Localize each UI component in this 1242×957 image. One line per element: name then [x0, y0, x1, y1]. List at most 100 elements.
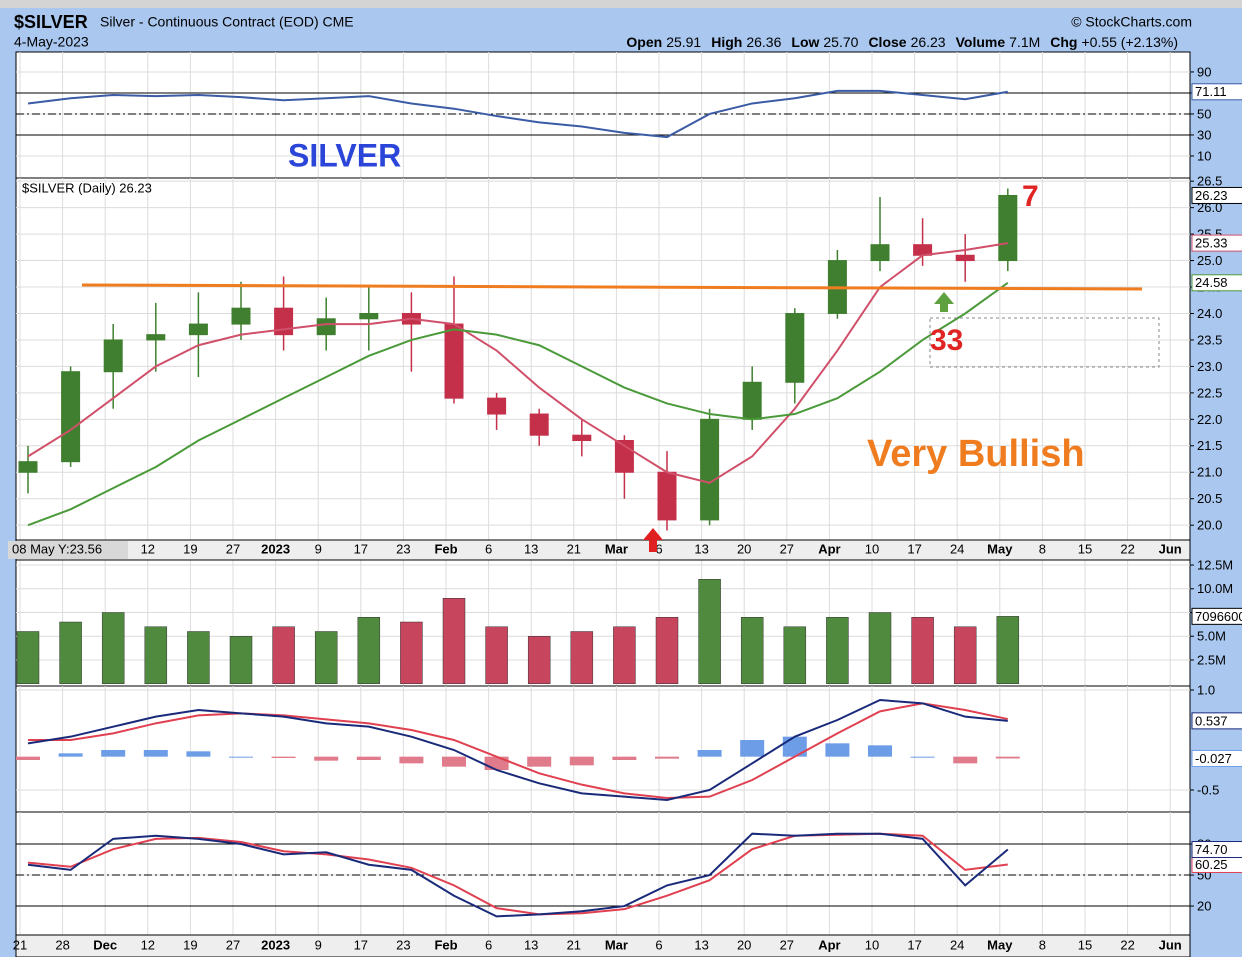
volume-bar	[229, 635, 253, 684]
histogram-bar	[612, 756, 637, 760]
legend-text: $SILVER (Daily) 26.23	[22, 180, 152, 195]
y-tick-label: 20	[1197, 898, 1211, 913]
histogram-bar	[569, 756, 594, 766]
x-tick-label: 21	[13, 937, 27, 952]
last-value-box	[1191, 841, 1242, 859]
target-box	[929, 317, 1160, 368]
x-tick-label: 19	[183, 937, 197, 952]
x-tick-label: 6	[485, 541, 492, 556]
marks	[27, 89, 1008, 139]
y-tick-label: 26.5	[1197, 174, 1222, 189]
x-tick-label: Jun	[1159, 937, 1182, 952]
quote-date: 4-May-2023	[14, 34, 89, 50]
volume-bar	[187, 631, 210, 684]
x-tick-label: 9	[315, 541, 322, 556]
x-tick-label: Jun	[1159, 541, 1182, 556]
x-tick-label: 12	[141, 541, 155, 556]
quote-label: High	[711, 34, 742, 50]
x-tick-label: Feb	[434, 937, 457, 952]
volume-bar	[868, 612, 892, 684]
panel-frame	[15, 51, 1191, 179]
x-tick-label: 12	[141, 937, 155, 952]
candle-body	[316, 318, 336, 336]
histogram-bar	[740, 740, 765, 757]
y-tick-label: 21.5	[1197, 438, 1222, 453]
support-line	[81, 283, 1143, 291]
last-value-box	[1191, 83, 1242, 101]
last-value-label: 25.33	[1195, 236, 1228, 251]
y-tick-label: 21.0	[1197, 465, 1222, 480]
volume-bar	[570, 631, 594, 684]
up-arrow	[934, 292, 954, 312]
series-line	[27, 89, 1008, 139]
volume-bar	[357, 617, 381, 684]
last-value-box	[1191, 607, 1242, 625]
last-value-label: 24.58	[1195, 275, 1228, 290]
candle-body	[955, 254, 975, 262]
marks	[16, 579, 1020, 684]
x-tick-label: 6	[655, 937, 662, 952]
y-tick-label: 30	[1197, 127, 1211, 142]
x-tick-label: 28	[55, 937, 69, 952]
x-tick-label: 27	[226, 541, 240, 556]
x-tick-label: 13	[694, 541, 708, 556]
y-tick-label: 10	[1197, 148, 1211, 163]
volume-bar	[826, 617, 849, 684]
panel-frame	[15, 811, 1191, 936]
series-line	[27, 832, 1009, 918]
candle-body	[700, 418, 720, 521]
candle-body	[487, 397, 507, 415]
x-tick-label: 8	[1039, 541, 1046, 556]
series-line	[27, 242, 1008, 484]
last-value-label: 74.70	[1195, 842, 1228, 857]
x-tick-label: 10	[865, 937, 879, 952]
volume-bar	[400, 621, 423, 684]
volume-bar	[59, 621, 82, 684]
quote-value: 26.23	[911, 34, 946, 50]
volume-bar	[953, 626, 977, 684]
panels: 907050301026.526.025.525.024.524.023.523…	[15, 51, 1233, 936]
x-tick-label: 22	[1120, 937, 1134, 952]
series-line	[28, 702, 1009, 800]
volume-bar	[996, 616, 1020, 684]
x-tick-label: 13	[524, 937, 538, 952]
panel-frame	[15, 177, 1191, 541]
quote-value: 25.70	[823, 34, 858, 50]
histogram-bar	[655, 756, 679, 759]
x-tick-label: 15	[1078, 541, 1092, 556]
histogram-bar	[868, 745, 892, 757]
marks	[16, 698, 1020, 802]
quote-label: Volume	[956, 34, 1006, 50]
x-tick-label: 27	[780, 541, 794, 556]
candle-body	[444, 323, 464, 399]
histogram-bar	[314, 756, 339, 761]
histogram-bar	[16, 756, 40, 760]
y-tick-label: 23.5	[1197, 332, 1222, 347]
panel-frame	[15, 559, 1191, 687]
y-tick-label: 25.0	[1197, 253, 1222, 268]
annotation-silver: SILVER	[288, 137, 401, 173]
marks	[18, 188, 1018, 531]
x-tick-label: 17	[354, 937, 368, 952]
last-value-box	[1191, 234, 1242, 252]
histogram-bar	[101, 750, 126, 757]
series-line	[27, 698, 1008, 802]
histogram-bar	[186, 751, 211, 757]
up-arrow	[643, 528, 663, 552]
candle-body	[998, 194, 1018, 262]
volume-bar	[527, 635, 551, 684]
histogram-bar	[825, 743, 850, 757]
histogram-bar	[143, 750, 168, 757]
histogram-bar	[229, 756, 253, 758]
annotation-count: 33	[930, 324, 963, 357]
volume-bar	[16, 631, 40, 684]
candle-body	[657, 471, 677, 521]
x-tick-label: 24	[950, 937, 964, 952]
x-axis-band	[15, 934, 1191, 957]
x-tick-label: 13	[694, 937, 708, 952]
x-tick-label: 10	[865, 541, 879, 556]
x-tick-label: 22	[1120, 541, 1134, 556]
histogram-bar	[697, 750, 722, 757]
